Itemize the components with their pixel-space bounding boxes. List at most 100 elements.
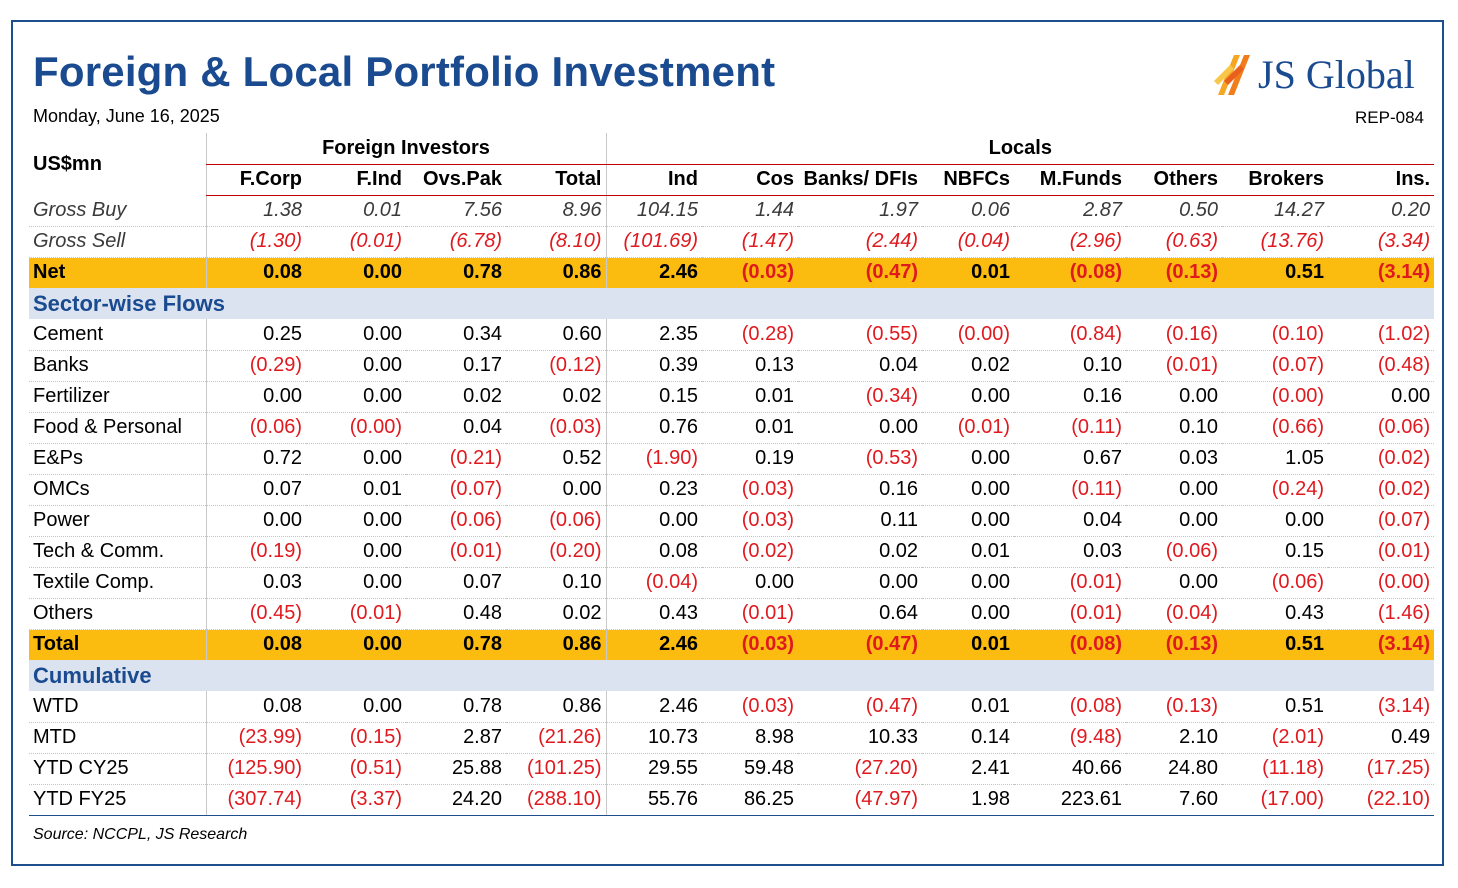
table-cell: (0.07) <box>1222 350 1328 382</box>
table-cell: (0.12) <box>506 350 606 382</box>
table-cell: (0.01) <box>306 226 406 258</box>
table-cell: 1.38 <box>205 195 306 227</box>
table-cell: 0.39 <box>605 350 702 382</box>
table-cell: 0.00 <box>306 350 406 382</box>
table-cell: 0.52 <box>506 443 606 475</box>
cumulative-section-header: Cumulative <box>29 660 1435 691</box>
gross-row: Gross Buy 1.38 0.01 7.56 8.96 104.15 1.44 1.97 0… <box>29 195 1435 227</box>
table-cell: (0.03) <box>702 629 798 660</box>
table-cell: 0.49 <box>1328 722 1435 754</box>
net-row: Net 0.08 0.00 0.78 0.86 2.46 (0.03) (0.47) 0.01(… <box>29 257 1435 288</box>
table-cell: 0.20 <box>1328 195 1435 227</box>
table-cell: (0.53) <box>798 443 922 475</box>
table-cell: 0.60 <box>506 319 606 351</box>
table-cell: (0.00) <box>922 319 1014 351</box>
table-cell: 0.04 <box>1014 505 1126 537</box>
table-cell: 0.08 <box>605 536 702 568</box>
table-cell: (0.01) <box>306 598 406 630</box>
table-cell: 0.67 <box>1014 443 1126 475</box>
table-cell: 0.04 <box>406 412 506 444</box>
table-cell: (0.08) <box>1014 257 1126 288</box>
foreign-investors-header: Foreign Investors <box>205 133 606 165</box>
table-cell: 104.15 <box>605 195 702 227</box>
table-cell: (17.25) <box>1328 753 1435 785</box>
table-cell: (0.00) <box>1328 567 1435 599</box>
table-cell: (1.46) <box>1328 598 1435 630</box>
table-cell: (27.20) <box>798 753 922 785</box>
table-cell: 25.88 <box>406 753 506 785</box>
table-cell: (0.01) <box>1328 536 1435 568</box>
table-cell: 0.01 <box>922 691 1014 723</box>
table-cell: 0.02 <box>922 350 1014 382</box>
table-cell: 0.13 <box>702 350 798 382</box>
table-cell: 0.78 <box>406 691 506 723</box>
table-cell: 0.15 <box>605 381 702 413</box>
sector-row: E&Ps 0.72 0.00 (0.21) 0.52 (1.90) 0.19 (0.53) 0.… <box>29 443 1435 475</box>
table-cell: 0.00 <box>605 505 702 537</box>
table-cell: 0.00 <box>702 567 798 599</box>
table-cell: 0.00 <box>306 629 406 660</box>
table-cell: 0.00 <box>798 567 922 599</box>
table-cell: (0.01) <box>702 598 798 630</box>
table-cell: 10.73 <box>605 722 702 754</box>
report-date: Monday, June 16, 2025 <box>33 106 220 126</box>
table-cell: 0.19 <box>702 443 798 475</box>
table-cell: 1.44 <box>702 195 798 227</box>
table-cell: 0.08 <box>205 691 306 723</box>
sector-section-header: Sector-wise Flows <box>29 288 1435 319</box>
sector-row: Tech & Comm. (0.19) 0.00 (0.01) (0.20) 0.08 (0… <box>29 536 1435 568</box>
table-cell: (0.63) <box>1126 226 1222 258</box>
row-label: Power <box>29 505 206 537</box>
column-header: Ind <box>605 164 702 196</box>
table-cell: 0.00 <box>922 381 1014 413</box>
table-cell: (0.11) <box>1014 474 1126 506</box>
table-cell: (0.13) <box>1126 257 1222 288</box>
table-cell: (0.47) <box>798 629 922 660</box>
table-cell: (0.06) <box>1222 567 1328 599</box>
table-cell: (0.24) <box>1222 474 1328 506</box>
table-cell: 0.25 <box>205 319 306 351</box>
sector-row: Fertilizer 0.00 0.00 0.02 0.02 0.15 0.01 (0.34)… <box>29 381 1435 413</box>
table-cell: (0.02) <box>1328 443 1435 475</box>
row-label: E&Ps <box>29 443 206 475</box>
row-label: Food & Personal <box>29 412 206 444</box>
table-cell: 2.10 <box>1126 722 1222 754</box>
table-cell: 0.00 <box>306 536 406 568</box>
table-cell: 55.76 <box>605 784 702 816</box>
table-cell: 40.66 <box>1014 753 1126 785</box>
cumulative-row: YTD CY25 (125.90) (0.51) 25.88 (101.25) 29.55… <box>29 753 1435 785</box>
table-cell: 8.96 <box>506 195 606 227</box>
stripes-logo-icon <box>1214 55 1250 95</box>
row-label: Tech & Comm. <box>29 536 206 568</box>
table-cell: 0.50 <box>1126 195 1222 227</box>
table-cell: (1.30) <box>205 226 306 258</box>
table-cell: 0.86 <box>506 691 606 723</box>
table-cell: 0.00 <box>205 381 306 413</box>
table-cell: (3.37) <box>306 784 406 816</box>
column-header: Total <box>506 164 606 196</box>
total-row: Total 0.08 0.00 0.78 0.86 2.46 (0.03) (0.47) 0.0… <box>29 629 1435 660</box>
table-cell: (0.66) <box>1222 412 1328 444</box>
column-header: F.Ind <box>306 164 406 196</box>
table-cell: (0.08) <box>1014 629 1126 660</box>
table-cell: 0.86 <box>506 629 606 660</box>
table-cell: 0.00 <box>922 474 1014 506</box>
table-cell: 0.07 <box>406 567 506 599</box>
table-cell: (0.03) <box>702 691 798 723</box>
table-cell: (22.10) <box>1328 784 1435 816</box>
unit-label: US$mn <box>33 152 102 175</box>
table-cell: 0.86 <box>506 257 606 288</box>
page-title: Foreign & Local Portfolio Investment <box>33 48 776 95</box>
table-cell: 1.05 <box>1222 443 1328 475</box>
table-cell: (0.15) <box>306 722 406 754</box>
sector-row: Banks (0.29) 0.00 0.17 (0.12) 0.39 0.13 0.04 0.0… <box>29 350 1435 382</box>
table-cell: 0.00 <box>922 443 1014 475</box>
sector-row: Textile Comp. 0.03 0.00 0.07 0.10 (0.04) 0.00 0… <box>29 567 1435 599</box>
cumulative-row: WTD 0.08 0.00 0.78 0.86 2.46 (0.03) (0.47) 0.01(… <box>29 691 1435 723</box>
table-cell: 0.16 <box>798 474 922 506</box>
table-cell: 0.01 <box>306 195 406 227</box>
table-cell: (0.45) <box>205 598 306 630</box>
table-cell: 2.41 <box>922 753 1014 785</box>
table-cell: 0.43 <box>1222 598 1328 630</box>
table-cell: 0.10 <box>506 567 606 599</box>
